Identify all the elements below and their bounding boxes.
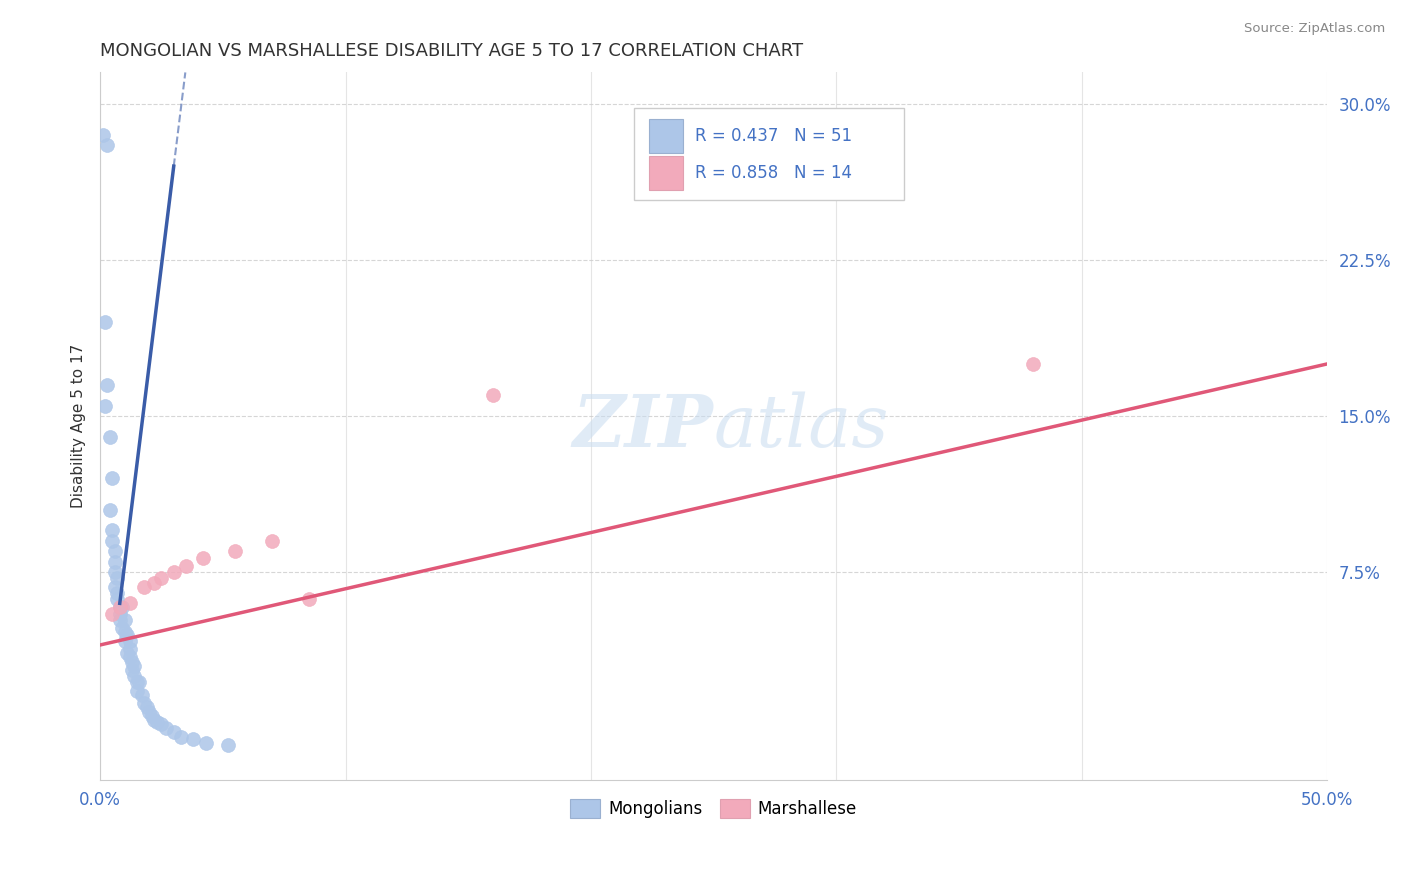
Point — [104, 555, 127, 569]
Point — [170, 730, 193, 744]
Point — [174, 558, 197, 573]
Point — [115, 646, 138, 660]
Point — [101, 607, 124, 621]
Point — [138, 705, 160, 719]
Point — [155, 721, 177, 735]
Point — [118, 633, 141, 648]
Point — [163, 565, 186, 579]
Y-axis label: Disability Age 5 to 17: Disability Age 5 to 17 — [72, 344, 86, 508]
Point — [94, 315, 117, 329]
Point — [101, 524, 124, 538]
Point — [298, 592, 321, 607]
Point — [121, 655, 143, 669]
Point — [193, 550, 215, 565]
Point — [260, 533, 283, 548]
Point — [118, 650, 141, 665]
Point — [124, 669, 146, 683]
Point — [114, 625, 136, 640]
Point — [134, 696, 156, 710]
Point — [105, 592, 128, 607]
Point — [108, 613, 131, 627]
Point — [98, 430, 121, 444]
Bar — [648, 156, 683, 190]
Point — [111, 600, 134, 615]
Point — [145, 714, 167, 729]
Point — [121, 663, 143, 677]
Point — [94, 399, 117, 413]
FancyBboxPatch shape — [634, 108, 904, 200]
Point — [115, 627, 138, 641]
Point — [135, 700, 157, 714]
Bar — [648, 120, 683, 153]
Point — [141, 708, 163, 723]
Point — [108, 600, 131, 615]
Point — [108, 600, 131, 615]
Point — [194, 736, 217, 750]
Text: Source: ZipAtlas.com: Source: ZipAtlas.com — [1244, 22, 1385, 36]
Point — [101, 471, 124, 485]
Point — [125, 675, 148, 690]
Text: atlas: atlas — [714, 391, 889, 462]
Point — [143, 713, 166, 727]
Point — [124, 658, 146, 673]
Point — [118, 596, 141, 610]
Point — [224, 544, 246, 558]
Point — [131, 688, 153, 702]
Point — [108, 607, 131, 621]
Point — [114, 613, 136, 627]
Point — [1022, 357, 1045, 371]
Point — [128, 675, 150, 690]
Point — [118, 642, 141, 657]
Point — [105, 586, 128, 600]
Text: MONGOLIAN VS MARSHALLESE DISABILITY AGE 5 TO 17 CORRELATION CHART: MONGOLIAN VS MARSHALLESE DISABILITY AGE … — [100, 42, 803, 60]
Point — [104, 544, 127, 558]
Point — [101, 533, 124, 548]
Point — [482, 388, 505, 402]
Point — [104, 565, 127, 579]
Point — [96, 377, 118, 392]
Point — [98, 502, 121, 516]
Point — [114, 633, 136, 648]
Point — [111, 621, 134, 635]
Point — [125, 683, 148, 698]
Point — [217, 738, 239, 752]
Point — [96, 138, 118, 153]
Point — [134, 580, 156, 594]
Point — [150, 717, 173, 731]
Text: R = 0.858   N = 14: R = 0.858 N = 14 — [696, 164, 852, 182]
Point — [163, 725, 186, 739]
Legend: Mongolians, Marshallese: Mongolians, Marshallese — [564, 792, 863, 825]
Point — [104, 580, 127, 594]
Point — [105, 571, 128, 585]
Text: ZIP: ZIP — [572, 391, 714, 462]
Text: R = 0.437   N = 51: R = 0.437 N = 51 — [696, 128, 852, 145]
Point — [150, 571, 173, 585]
Point — [143, 575, 166, 590]
Point — [91, 128, 114, 142]
Point — [183, 731, 205, 746]
